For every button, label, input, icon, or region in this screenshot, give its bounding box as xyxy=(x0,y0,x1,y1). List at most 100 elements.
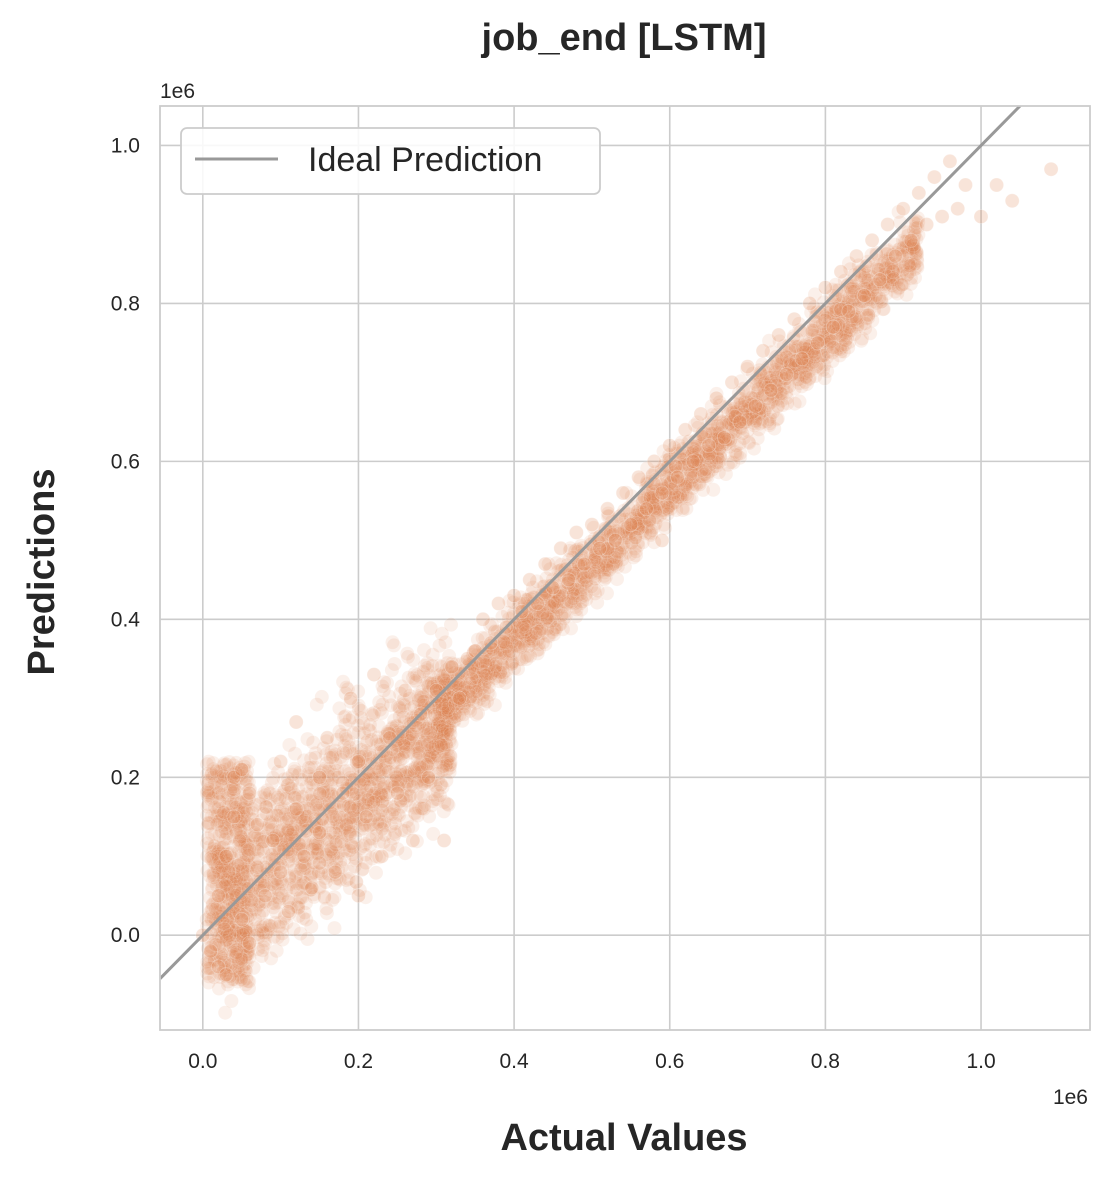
scatter-point xyxy=(388,766,404,782)
scatter-point xyxy=(732,414,748,430)
scatter-point xyxy=(486,646,502,661)
scatter-point xyxy=(412,697,428,712)
scatter-point xyxy=(430,677,445,693)
scatter-point xyxy=(593,556,609,571)
scatter-point xyxy=(360,801,376,816)
scatter-point xyxy=(393,822,409,838)
scatter-point xyxy=(385,634,400,650)
scatter-point xyxy=(423,620,439,636)
scatter-point xyxy=(665,484,681,499)
point-cloud xyxy=(199,204,926,1021)
scatter-point xyxy=(734,398,750,414)
scatter-point xyxy=(231,844,247,860)
scatter-point xyxy=(435,704,451,720)
scatter-point xyxy=(327,864,343,880)
scatter-point xyxy=(656,443,671,459)
scatter-point xyxy=(867,290,883,306)
scatter-point xyxy=(355,861,371,877)
scatter-point xyxy=(222,760,238,776)
scatter-point xyxy=(377,817,392,833)
scatter-point xyxy=(235,811,251,827)
scatter-point xyxy=(349,755,365,771)
scatter-point xyxy=(225,821,241,837)
scatter-point xyxy=(455,682,471,698)
scatter-point xyxy=(610,544,625,560)
scatter-point xyxy=(308,745,324,761)
scatter-point xyxy=(384,721,400,737)
scatter-point xyxy=(323,858,339,874)
scatter-point xyxy=(830,322,845,338)
scatter-point xyxy=(210,888,226,904)
scatter-point xyxy=(443,617,459,633)
scatter-point xyxy=(950,201,966,217)
scatter-point xyxy=(709,446,725,462)
scatter-point xyxy=(202,785,218,801)
scatter-point xyxy=(573,589,589,605)
scatter-point xyxy=(218,848,234,864)
scatter-point xyxy=(201,956,217,971)
scatter-point xyxy=(762,382,777,398)
scatter-point xyxy=(624,527,639,543)
scatter-point xyxy=(880,252,896,268)
scatter-point xyxy=(958,177,973,193)
scatter-point xyxy=(373,737,389,752)
scatter-point xyxy=(204,809,220,824)
scatter-point xyxy=(400,649,416,665)
scatter-point xyxy=(435,741,451,757)
scatter-point xyxy=(390,748,406,763)
scatter-point xyxy=(355,818,371,833)
scatter-point xyxy=(221,830,237,846)
scatter-point xyxy=(206,784,222,799)
scatter-point xyxy=(327,920,342,936)
scatter-point xyxy=(628,530,643,545)
scatter-point xyxy=(323,744,339,760)
scatter-point xyxy=(505,645,521,661)
scatter-point xyxy=(249,836,265,851)
scatter-point xyxy=(280,777,296,793)
scatter-point xyxy=(883,267,899,283)
scatter-point xyxy=(506,588,522,603)
scatter-point xyxy=(434,687,450,703)
scatter-point xyxy=(386,802,402,818)
scatter-point xyxy=(491,663,506,679)
scatter-point xyxy=(263,876,279,892)
scatter-point xyxy=(223,880,239,895)
scatter-point xyxy=(860,273,875,289)
scatter-point xyxy=(218,916,234,932)
scatter-point xyxy=(942,153,958,169)
scatter-point xyxy=(238,923,254,939)
scatter-point xyxy=(542,598,557,614)
grid-lines xyxy=(160,106,1090,1030)
scatter-point xyxy=(221,799,237,814)
scatter-point xyxy=(275,784,291,800)
scatter-point xyxy=(214,966,230,981)
scatter-point xyxy=(720,457,736,473)
scatter-point xyxy=(509,639,525,654)
scatter-point xyxy=(318,747,334,762)
scatter-point xyxy=(275,787,291,803)
scatter-point xyxy=(238,786,254,801)
scatter-point xyxy=(242,785,257,801)
scatter-point xyxy=(312,825,327,840)
scatter-point xyxy=(825,353,840,369)
scatter-point xyxy=(421,753,436,769)
scatter-point xyxy=(542,614,558,630)
scatter-point xyxy=(281,891,297,907)
scatter-point xyxy=(816,328,832,344)
scatter-point xyxy=(470,705,486,721)
scatter-point xyxy=(794,351,810,367)
scatter-point xyxy=(327,889,342,905)
scatter-point xyxy=(836,323,852,339)
scatter-point xyxy=(454,689,470,704)
scatter-point xyxy=(610,559,626,574)
scatter-point xyxy=(238,846,253,862)
scatter-point xyxy=(335,674,351,690)
scatter-point xyxy=(316,740,332,756)
scatter-point xyxy=(236,924,252,940)
scatter-point xyxy=(599,561,615,577)
scatter-point xyxy=(240,946,256,962)
scatter-point xyxy=(289,876,305,891)
scatter-point xyxy=(865,269,880,285)
scatter-point xyxy=(410,729,426,745)
